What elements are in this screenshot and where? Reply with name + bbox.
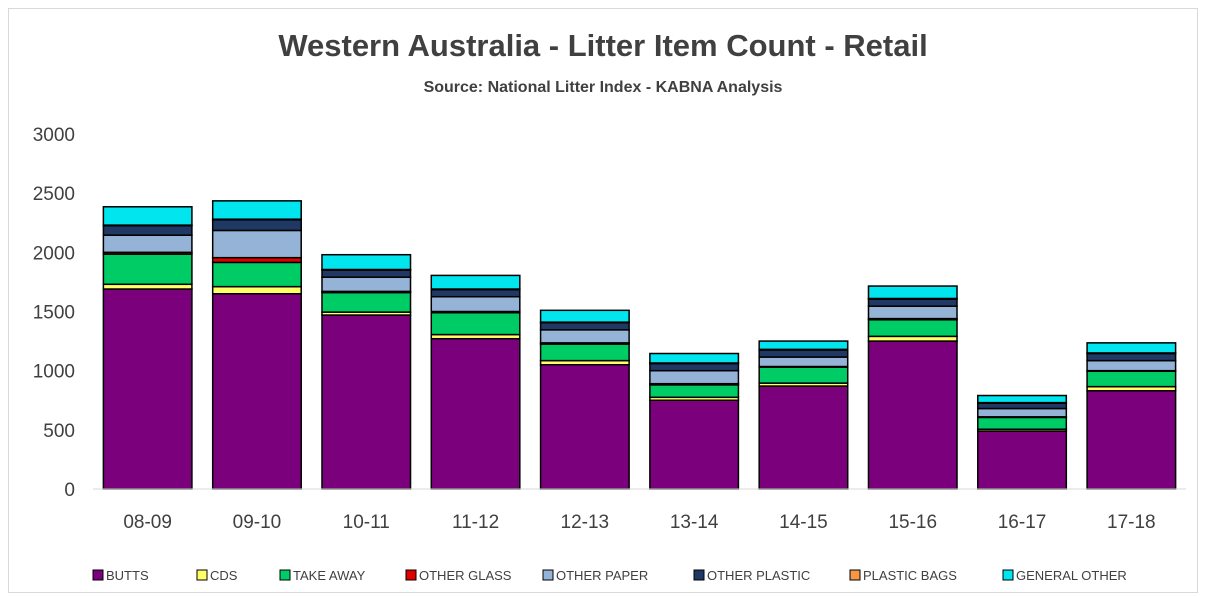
bar-segment: [430, 295, 521, 313]
legend: BUTTS CDS TAKE AWAY OTHER GLASS OTHER PAPER O…: [92, 568, 1127, 583]
legend-label: BUTTS: [106, 568, 149, 583]
legend-label: OTHER GLASS: [419, 568, 512, 583]
bar-segment: [211, 219, 302, 232]
bar-segment: [977, 416, 1068, 430]
legend-swatch: [542, 569, 554, 581]
x-tick-label: 14-15: [779, 512, 828, 533]
bar-segment: [211, 261, 302, 288]
x-tick-label: 09-10: [233, 512, 282, 533]
y-tick-label: 500: [43, 421, 75, 442]
chart-title: Western Australia - Litter Item Count - …: [278, 28, 928, 63]
x-tick-label: 17-18: [1107, 512, 1156, 533]
bar-segment: [649, 352, 740, 364]
bar-segment: [211, 293, 302, 490]
bar-segment: [1086, 390, 1177, 490]
bar-segment: [758, 340, 849, 351]
legend-swatch: [92, 569, 104, 581]
legend-swatch: [405, 569, 417, 581]
bar-segment: [1086, 342, 1177, 354]
y-tick-label: 1000: [33, 362, 75, 383]
bar-segment: [102, 234, 193, 254]
bar-segment: [977, 430, 1068, 490]
bar-segment: [867, 305, 958, 320]
bar-segment: [1086, 370, 1177, 388]
bar-segment: [211, 285, 302, 295]
bar-segment: [867, 285, 958, 300]
x-axis-ticks: 08-09 09-10 10-11 11-12 12-13 13-14 14-15 15-16…: [123, 512, 1155, 533]
bar-segment: [430, 274, 521, 290]
bar-segment: [102, 224, 193, 236]
bar-segment: [1086, 359, 1177, 372]
bar-segment: [102, 288, 193, 490]
bar-segment: [649, 362, 740, 372]
bar-segment: [539, 309, 630, 323]
bar-segment: [430, 288, 521, 298]
bar-segment: [758, 349, 849, 358]
bar-segment: [539, 329, 630, 344]
y-tick-label: 0: [64, 480, 75, 501]
bar-segment: [867, 319, 958, 338]
bar-segment: [977, 402, 1068, 410]
legend-swatch: [849, 569, 861, 581]
y-tick-label: 2000: [33, 243, 75, 264]
y-tick-label: 1500: [33, 303, 75, 324]
y-tick-label: 2500: [33, 184, 75, 205]
bar-segment: [430, 337, 521, 490]
legend-label: OTHER PAPER: [556, 568, 648, 583]
chart-frame: [8, 8, 1198, 593]
bars-group: [93, 200, 1186, 490]
bar-segment: [321, 291, 412, 313]
legend-label: PLASTIC BAGS: [863, 568, 957, 583]
legend-label: CDS: [210, 568, 238, 583]
bar-segment: [1086, 352, 1177, 362]
bar-segment: [430, 311, 521, 336]
legend-swatch: [1002, 569, 1014, 581]
x-tick-label: 16-17: [998, 512, 1047, 533]
bar-segment: [539, 343, 630, 362]
legend-label: GENERAL OTHER: [1016, 568, 1127, 583]
legend-label: TAKE AWAY: [293, 568, 366, 583]
bar-segment: [211, 200, 302, 220]
bar-segment: [977, 394, 1068, 404]
y-axis-ticks: 0 500 1000 1500 2000 2500 3000: [33, 125, 75, 501]
bar-segment: [649, 399, 740, 490]
bar-segment: [758, 356, 849, 368]
x-tick-label: 08-09: [123, 512, 172, 533]
x-tick-label: 15-16: [888, 512, 937, 533]
x-tick-label: 12-13: [561, 512, 610, 533]
bar-segment: [211, 229, 302, 259]
bar-segment: [758, 366, 849, 384]
bar-segment: [321, 253, 412, 271]
bar-segment: [867, 298, 958, 307]
x-tick-label: 10-11: [343, 512, 390, 533]
bar-segment: [321, 269, 412, 278]
legend-swatch: [196, 569, 208, 581]
bar-segment: [102, 253, 193, 286]
legend-swatch: [693, 569, 705, 581]
bar-segment: [321, 314, 412, 490]
bar-segment: [102, 206, 193, 226]
bar-segment: [867, 340, 958, 490]
bar-segment: [758, 385, 849, 490]
legend-label: OTHER PLASTIC: [707, 568, 810, 583]
bar-segment: [539, 364, 630, 490]
bar-segment: [649, 384, 740, 399]
bar-segment: [539, 321, 630, 331]
bar-segment: [321, 276, 412, 293]
x-tick-label: 13-14: [670, 512, 719, 533]
bar-segment: [649, 369, 740, 385]
x-tick-label: 11-12: [452, 512, 499, 533]
legend-swatch: [279, 569, 291, 581]
y-tick-label: 3000: [33, 125, 75, 146]
chart-subtitle: Source: National Litter Index - KABNA An…: [423, 79, 783, 96]
bar-segment: [977, 407, 1068, 418]
